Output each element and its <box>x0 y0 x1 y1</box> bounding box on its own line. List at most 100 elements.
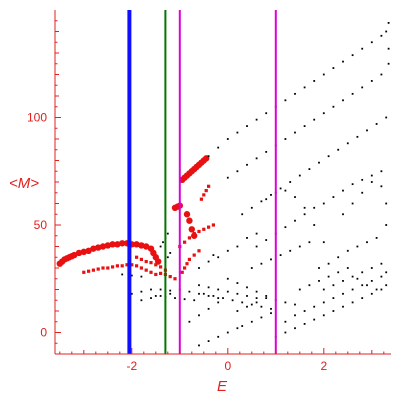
x-tick-label: 2 <box>320 359 327 373</box>
vertical-lines-layer <box>127 10 277 354</box>
data-point <box>346 142 349 145</box>
data-point <box>279 254 282 256</box>
data-point <box>303 323 306 325</box>
data-point <box>99 243 107 250</box>
data-point <box>255 245 258 248</box>
data-point <box>226 277 229 280</box>
data-point <box>332 67 335 69</box>
data-point <box>187 236 191 240</box>
data-point <box>144 259 148 264</box>
data-point <box>366 241 368 244</box>
data-point <box>313 318 316 321</box>
data-point <box>313 80 316 82</box>
data-point <box>265 112 268 115</box>
data-point <box>180 270 184 274</box>
x-tick-label: -2 <box>126 359 137 373</box>
data-point <box>332 310 335 312</box>
data-point <box>236 282 239 284</box>
data-point <box>337 271 340 274</box>
data-point <box>308 284 311 287</box>
data-point <box>260 262 263 265</box>
data-point <box>284 301 287 304</box>
data-point <box>246 237 248 239</box>
data-point <box>155 258 162 265</box>
data-point <box>380 73 383 76</box>
data-point <box>140 299 143 302</box>
data-point <box>187 257 191 261</box>
axes-layer: 0 50 100 -2 0 2 <box>27 10 391 373</box>
data-point <box>204 189 208 193</box>
data-point <box>109 241 116 248</box>
data-point <box>217 256 220 259</box>
data-point <box>111 265 115 269</box>
data-point <box>351 275 354 278</box>
data-point <box>342 305 344 308</box>
data-point <box>166 232 169 235</box>
data-point <box>202 292 205 295</box>
data-point <box>387 47 390 50</box>
data-point <box>265 297 268 299</box>
data-point <box>255 297 258 299</box>
data-point <box>138 242 145 249</box>
data-point <box>385 116 388 119</box>
data-point <box>370 267 373 269</box>
data-point <box>294 327 296 330</box>
data-point <box>246 163 248 166</box>
data-point <box>115 264 119 268</box>
data-point <box>121 273 124 276</box>
data-point <box>207 184 211 188</box>
data-point <box>385 224 388 226</box>
data-point <box>322 241 325 244</box>
data-point <box>207 307 210 310</box>
data-point <box>265 239 268 241</box>
points-layer <box>56 22 390 347</box>
data-point <box>385 284 388 287</box>
data-point <box>192 232 196 236</box>
data-point <box>387 62 390 65</box>
data-point <box>95 244 102 251</box>
data-point <box>159 245 162 248</box>
data-point <box>197 229 201 234</box>
data-point <box>130 263 134 267</box>
data-point <box>284 320 287 323</box>
data-point <box>385 202 388 205</box>
data-point <box>270 307 272 310</box>
data-point <box>375 123 378 125</box>
data-point <box>361 47 364 50</box>
data-point <box>246 305 248 308</box>
data-point <box>337 256 340 259</box>
data-point <box>236 170 239 173</box>
data-point <box>140 275 143 278</box>
data-point <box>226 249 229 252</box>
data-point <box>361 271 364 274</box>
data-point <box>313 305 316 308</box>
data-point <box>226 176 229 179</box>
data-point <box>270 258 272 261</box>
data-point <box>166 256 169 259</box>
data-point <box>207 225 211 229</box>
data-point <box>149 270 153 274</box>
data-point <box>207 340 210 342</box>
data-point <box>284 99 287 102</box>
data-point <box>361 86 364 89</box>
data-point <box>370 181 373 183</box>
data-point <box>186 217 193 224</box>
data-point <box>351 92 354 95</box>
data-point <box>294 131 296 134</box>
data-point <box>351 202 354 205</box>
data-point <box>322 301 325 304</box>
data-point <box>380 275 383 278</box>
data-point <box>313 206 316 209</box>
data-point <box>188 320 191 323</box>
data-point <box>236 292 239 295</box>
data-point <box>370 292 373 295</box>
data-point <box>385 271 388 274</box>
data-point <box>85 247 92 254</box>
data-point <box>87 269 91 273</box>
data-point <box>173 277 177 281</box>
data-point <box>313 224 316 226</box>
data-point <box>188 290 191 293</box>
data-point <box>250 206 253 209</box>
data-point <box>327 262 330 265</box>
